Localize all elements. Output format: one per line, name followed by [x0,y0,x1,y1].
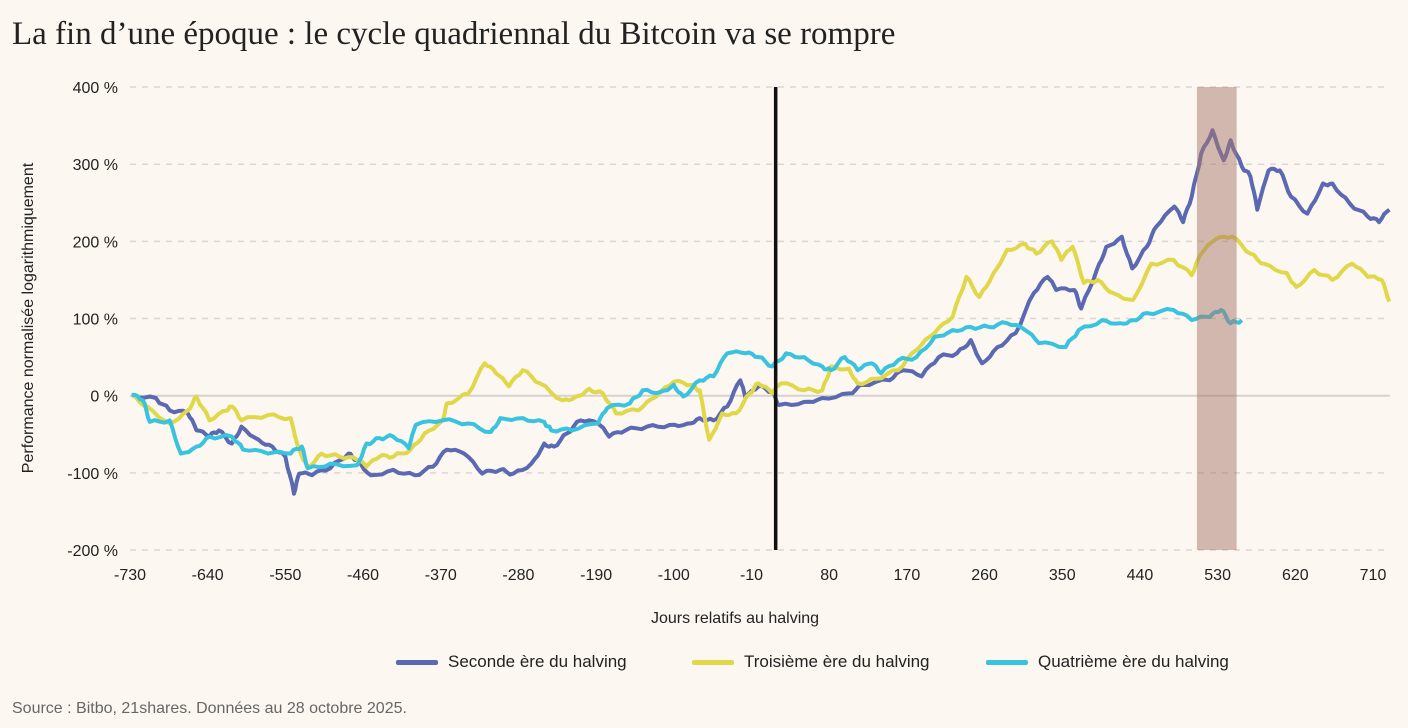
x-tick-label: 530 [1204,567,1231,584]
legend-label: Seconde ère du halving [448,652,627,671]
y-tick-label: 300 % [73,157,118,174]
x-tick-labels: -730 -640 -550 -460 -370 -280 -190 -100 -10 80 170… [114,567,1386,584]
series-line-3 [130,234,1392,469]
y-tick-label: -200 % [67,543,118,560]
y-tick-label: 400 % [73,80,118,97]
y-axis-label: Performance normalisée logarithmiquement [20,162,37,473]
x-tick-label: -280 [502,567,534,584]
x-tick-label: -640 [192,567,224,584]
legend-swatch [692,659,734,665]
source-note: Source : Bitbo, 21shares. Données au 28 … [12,700,407,717]
x-tick-label: -550 [269,567,301,584]
x-tick-label: -10 [740,567,763,584]
legend-swatch [396,659,438,665]
x-tick-label: 710 [1360,567,1387,584]
legend-swatch [986,659,1028,665]
y-tick-label: 0 % [90,389,118,406]
x-axis-label: Jours relatifs au halving [651,610,819,627]
y-tick-labels: 400 % 300 % 200 % 100 % 0 % -100 % -200 % [67,80,118,560]
series-line-4 [131,307,1244,471]
legend-label: Troisième ère du halving [744,652,930,671]
x-tick-label: 350 [1049,567,1076,584]
legend-item-troisieme: Troisième ère du halving [692,652,930,672]
x-tick-label: -190 [580,567,612,584]
legend-item-seconde: Seconde ère du halving [396,652,627,672]
line-chart: 400 % 300 % 200 % 100 % 0 % -100 % -200 % -730… [20,80,1392,627]
x-tick-label: -370 [425,567,457,584]
x-tick-label: -100 [658,567,690,584]
y-tick-label: 200 % [73,234,118,251]
x-tick-label: 170 [894,567,921,584]
legend: Seconde ère du halving Troisième ère du … [0,652,1408,676]
x-tick-label: 80 [820,567,838,584]
annotations [773,87,1237,551]
x-tick-label: 620 [1282,567,1309,584]
y-tick-label: -100 % [67,466,118,483]
x-tick-label: -730 [114,567,146,584]
x-tick-label: 260 [971,567,998,584]
legend-item-quatrieme: Quatrième ère du halving [986,652,1229,672]
legend-label: Quatrième ère du halving [1038,652,1229,671]
x-tick-label: 440 [1127,567,1154,584]
y-tick-label: 100 % [73,312,118,329]
highlight-band [1196,87,1237,551]
x-tick-label: -460 [347,567,379,584]
gridlines [130,86,1390,551]
chart-title: La fin d’une époque : le cycle quadrienn… [12,16,896,52]
